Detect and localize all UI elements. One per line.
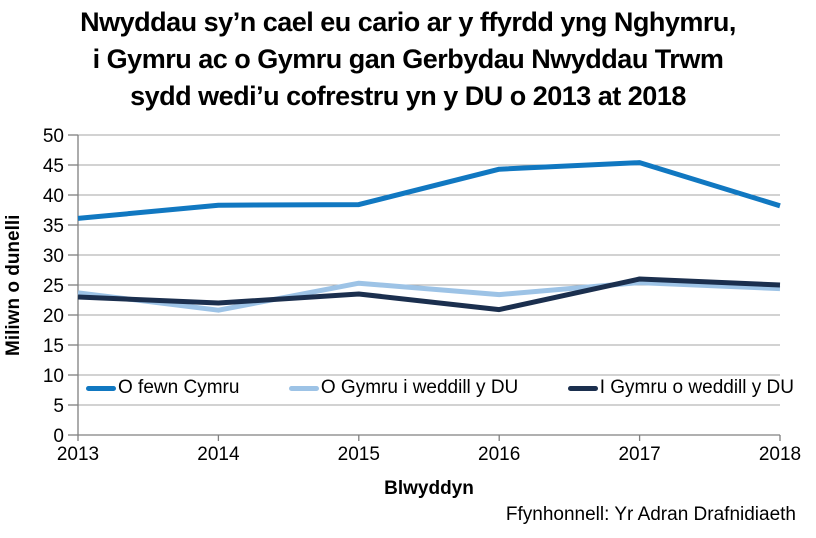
y-tick-label: 45 [43, 156, 64, 177]
legend-item-3: I Gymru o weddill y DU [567, 377, 794, 399]
legend-item-1: O fewn Cymru [86, 377, 239, 399]
legend-item-2: O Gymru i weddill y DU [288, 377, 519, 399]
legend-line-swatch [86, 385, 116, 391]
legend-label: I Gymru o weddill y DU [599, 377, 794, 398]
source-note: Ffynhonnell: Yr Adran Drafnidiaeth [505, 504, 796, 525]
y-tick-label: 50 [43, 126, 64, 147]
y-tick-label: 35 [43, 216, 64, 237]
x-tick-label: 2016 [478, 444, 520, 465]
y-tick-label: 10 [43, 366, 64, 387]
x-tick-label: 2015 [338, 444, 380, 465]
y-tick-label: 5 [53, 396, 64, 417]
x-tick-label: 2017 [618, 444, 660, 465]
chart-title-line-3: sydd wedi’u cofrestru yn y DU o 2013 at … [130, 81, 686, 111]
series-line-2 [77, 280, 781, 313]
legend-line-swatch [288, 385, 319, 391]
x-tick-label: 2018 [759, 444, 801, 465]
x-tick-label: 2014 [197, 444, 240, 465]
chart-title: Nwyddau sy’n cael eu cario ar y ffyrdd y… [0, 4, 816, 115]
chart-legend: O fewn Cymru O Gymru i weddill y DU I Gymr… [86, 375, 794, 401]
y-tick-label: 0 [53, 426, 64, 447]
y-tick-label: 25 [43, 276, 64, 297]
series-line-3 [77, 276, 781, 313]
x-axis-title: Blwyddyn [384, 478, 474, 499]
y-tick-label: 40 [43, 186, 64, 207]
legend-label: O Gymru i weddill y DU [320, 377, 519, 398]
y-tick-label: 15 [43, 336, 64, 357]
y-tick-label: 20 [43, 306, 64, 327]
chart-title-line-2: i Gymru ac o Gymru gan Gerbydau Nwyddau … [92, 44, 724, 74]
legend-label: O fewn Cymru [118, 377, 240, 398]
y-tick-label: 30 [43, 246, 64, 267]
legend-line-swatch [567, 385, 598, 391]
chart-title-line-1: Nwyddau sy’n cael eu cario ar y ffyrdd y… [80, 7, 736, 37]
series-line-1 [77, 160, 781, 221]
x-tick-label: 2013 [57, 444, 99, 465]
